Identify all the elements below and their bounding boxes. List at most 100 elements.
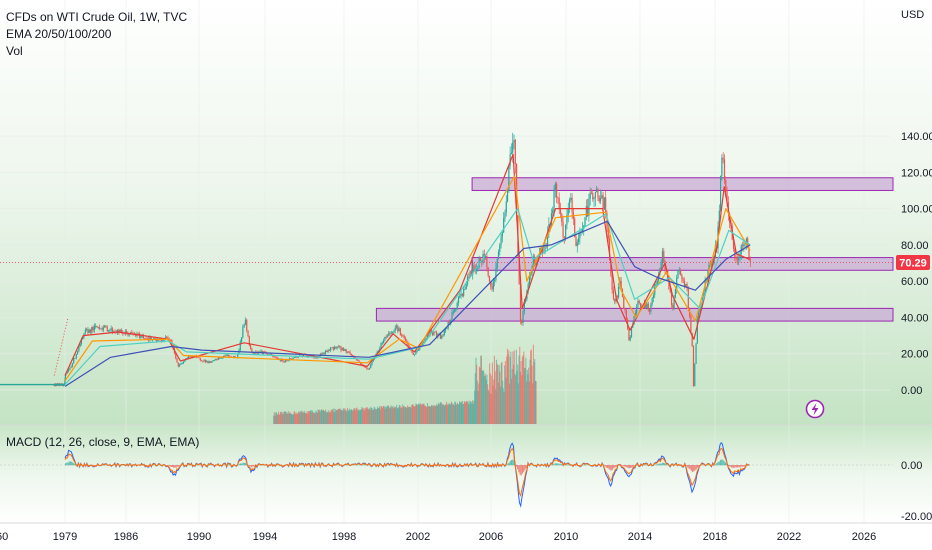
candle-body <box>461 293 463 296</box>
macd-histogram-bar <box>94 465 96 466</box>
volume-bar <box>294 414 297 424</box>
volume-bar <box>474 373 476 424</box>
candle-body <box>607 226 609 239</box>
candle-body <box>93 326 95 331</box>
candle-body <box>541 248 544 254</box>
volume-bar <box>318 409 320 424</box>
candle-body <box>234 356 236 358</box>
candle-body <box>118 329 120 333</box>
macd-histogram-bar <box>530 464 532 466</box>
price-tick-label: 120.00 <box>901 167 932 179</box>
ema-line <box>64 220 751 387</box>
volume-bar <box>530 349 532 424</box>
volume-bar <box>443 404 445 424</box>
candle-body <box>203 360 205 362</box>
volume-bar <box>349 410 351 424</box>
volume-bar <box>476 380 478 424</box>
candle-body <box>89 329 92 333</box>
volume-bar <box>303 412 305 424</box>
macd-histogram-bar <box>723 461 725 466</box>
macd-histogram-bar <box>525 465 527 469</box>
volume-bar <box>384 409 386 424</box>
symbol-title[interactable]: CFDs on WTI Crude Oil, 1W, TVC <box>6 10 188 24</box>
candle-body <box>579 232 581 239</box>
volume-bar <box>495 389 497 424</box>
volume-bar <box>464 401 466 424</box>
macd-histogram-bar <box>628 465 630 469</box>
volume-bar <box>396 404 398 424</box>
candle-body <box>698 311 700 319</box>
volume-bar <box>338 408 340 424</box>
candle-body <box>181 363 183 365</box>
volume-bar <box>418 403 420 424</box>
volume-bar <box>334 408 336 424</box>
candle-body <box>439 333 442 339</box>
candle-body <box>519 284 522 322</box>
volume-bar <box>415 403 417 424</box>
candle-body <box>691 332 693 347</box>
candle-body <box>180 363 182 365</box>
candle-body <box>601 195 603 198</box>
volume-bar <box>300 412 302 424</box>
candle-body <box>566 214 568 225</box>
macd-histogram-bar <box>630 465 632 468</box>
candle-body <box>274 356 276 358</box>
candle-body <box>648 309 651 312</box>
volume-bar <box>482 370 485 424</box>
volume-bar <box>466 400 468 424</box>
volume-bar <box>493 355 495 424</box>
candle-body <box>637 300 639 307</box>
candle-body <box>211 360 213 363</box>
volume-bar <box>323 411 325 424</box>
candle-body <box>546 233 549 247</box>
volume-bar <box>297 412 299 424</box>
macd-histogram-bar <box>557 463 559 466</box>
volume-bar <box>287 414 289 424</box>
volume-bar <box>508 350 510 424</box>
time-tick-label: 2014 <box>628 531 652 543</box>
volume-bar <box>460 403 462 424</box>
candle-body <box>395 325 398 328</box>
volume-bar <box>494 371 496 424</box>
candle-body <box>416 350 418 352</box>
volume-bar <box>299 410 301 424</box>
time-axis[interactable]: 1960 1979 1986 1990 1994 1998 2002 2006 2010 2014… <box>0 531 876 543</box>
volume-bar <box>339 408 341 424</box>
volume-indicator-label[interactable]: Vol <box>6 44 23 58</box>
macd-histogram-bar <box>345 464 347 466</box>
macd-histogram-bar <box>187 464 189 466</box>
lightning-icon[interactable] <box>805 399 825 419</box>
macd-histogram-bar <box>702 464 705 466</box>
candle-body <box>687 288 689 309</box>
volume-bar <box>509 356 511 424</box>
volume-bar <box>333 412 336 424</box>
volume-bar <box>413 406 416 424</box>
volume-bar <box>515 375 517 424</box>
volume-bar <box>519 346 521 424</box>
candle-body <box>113 331 115 333</box>
volume-bar <box>461 401 463 424</box>
volume-bar <box>281 411 283 424</box>
volume-bar <box>363 408 365 424</box>
volume-bar <box>392 408 394 424</box>
macd-histogram-bar <box>553 463 555 466</box>
candle-body <box>392 332 394 334</box>
volume-bar <box>467 402 469 424</box>
macd-histogram-bar <box>580 465 582 466</box>
candle-body <box>581 228 584 232</box>
macd-signal-line <box>64 447 750 498</box>
ema-indicator-label[interactable]: EMA 20/50/100/200 <box>6 27 112 41</box>
macd-indicator-label[interactable]: MACD (12, 26, close, 9, EMA, EMA) <box>6 435 200 449</box>
candle-body <box>273 356 275 357</box>
candle-body <box>660 263 662 269</box>
macd-histogram-bar <box>170 465 172 468</box>
volume-bar <box>532 344 534 424</box>
support-resistance-zones[interactable] <box>375 177 894 322</box>
candle-body <box>562 222 564 237</box>
candle-body <box>703 292 705 298</box>
price-axis[interactable]: 140.00 120.00 100.00 80.00 60.00 40.00 20.00 0.… <box>901 131 932 523</box>
volume-bar <box>310 410 312 424</box>
volume-bar <box>433 405 435 424</box>
candle-body <box>448 322 451 323</box>
